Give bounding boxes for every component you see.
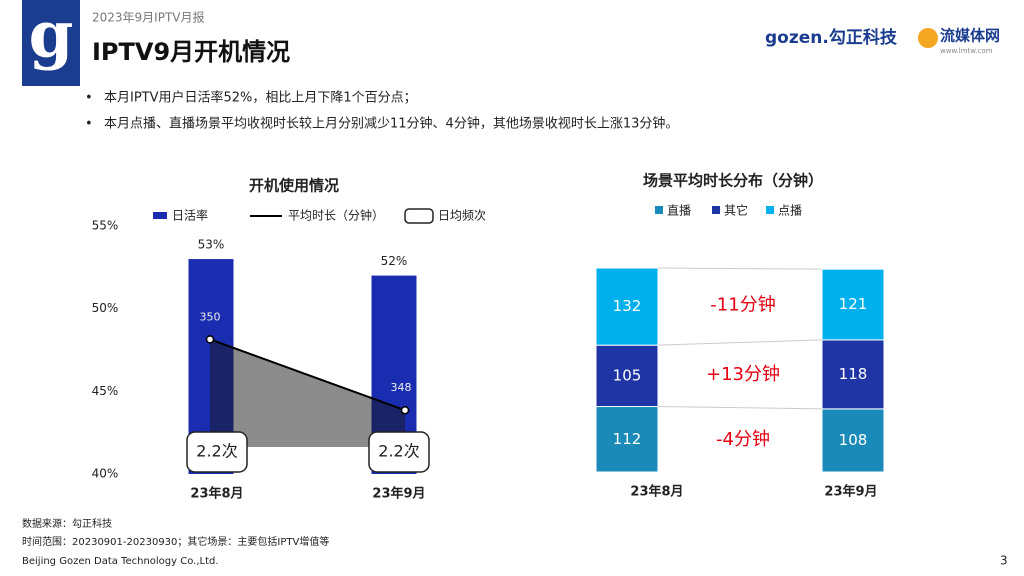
legend-label: 点播 [778,204,802,218]
frequency-box [186,431,248,473]
company: Beijing Gozen Data Technology Co.,Ltd. [22,556,219,567]
x-tick-label: 23年8月 [190,486,243,502]
bar-segment [821,408,885,473]
logo-block [22,0,80,86]
bullet: 本月IPTV用户日活率52%，相比上月下降1个百分点； [104,90,417,106]
legend-swatch [655,206,663,214]
bar-label: 53% [198,238,225,252]
line-label: 348 [391,381,412,394]
y-tick-label: 40% [92,467,119,481]
frequency-box [368,431,430,473]
bullet: 本月点播、直播场景平均收视时长较上月分别减少11分钟、4分钟，其他场景收视时长上… [104,116,678,132]
segment-label: 112 [613,430,642,448]
annotation: +13分钟 [706,364,780,385]
segment-label: 105 [613,366,642,384]
slide-title: IPTV9月开机情况 [92,38,290,66]
segment-label: 118 [839,365,868,383]
partner-logo: 流媒体网 [940,27,1000,45]
line [209,338,406,412]
bar-segment [821,268,885,341]
frequency-label: 2.2次 [196,442,237,461]
bullet-dot: • [85,117,93,132]
annotation: -11分钟 [710,295,775,316]
segment-label: 121 [839,295,868,313]
brand-logo: gozen.勾正科技 [765,27,898,48]
x-tick-label: 23年9月 [372,486,425,502]
bar-segment [595,406,659,473]
bar-segment [595,267,659,346]
partner-url: www.lmtw.com [940,47,993,55]
logo-g: g [29,0,74,73]
legend-swatch [153,212,167,219]
connector [657,267,823,270]
legend-label: 直播 [667,204,691,218]
frequency-label: 2.2次 [378,442,419,461]
x-tick-label: 23年8月 [630,484,683,500]
chart-title: 开机使用情况 [249,177,339,195]
y-tick-label: 55% [92,219,119,233]
bar-label: 52% [381,254,408,268]
legend-swatch [712,206,720,214]
line-point [205,335,215,344]
segment-label: 132 [613,297,642,315]
legend-label: 平均时长（分钟） [288,208,384,223]
legend-label: 其它 [724,203,748,218]
partner-icon [918,28,938,48]
line-label: 350 [200,310,221,323]
segment-label: 108 [839,431,868,449]
period: 时间范围：20230901-20230930；其它场景：主要包括IPTV增值等 [22,535,329,548]
legend-swatch [404,208,434,224]
y-tick-label: 45% [92,384,119,398]
line-point [400,405,410,415]
y-tick-label: 50% [92,301,119,315]
line-area [210,339,405,447]
legend-label: 日均频次 [438,209,486,223]
x-tick-label: 23年9月 [824,484,877,500]
annotation: -4分钟 [716,429,770,450]
connector [657,406,823,410]
bar-segment [595,344,659,408]
legend-swatch [766,206,774,214]
source: 数据来源：勾正科技 [22,517,112,530]
bullet-dot: • [85,91,93,106]
bar-segment [821,339,885,410]
page-number: 3 [1000,554,1008,568]
report-tag: 2023年9月IPTV月报 [92,10,205,25]
legend-label: 日活率 [172,208,208,223]
chart-title: 场景平均时长分布（分钟） [643,172,823,190]
connector [657,339,823,346]
